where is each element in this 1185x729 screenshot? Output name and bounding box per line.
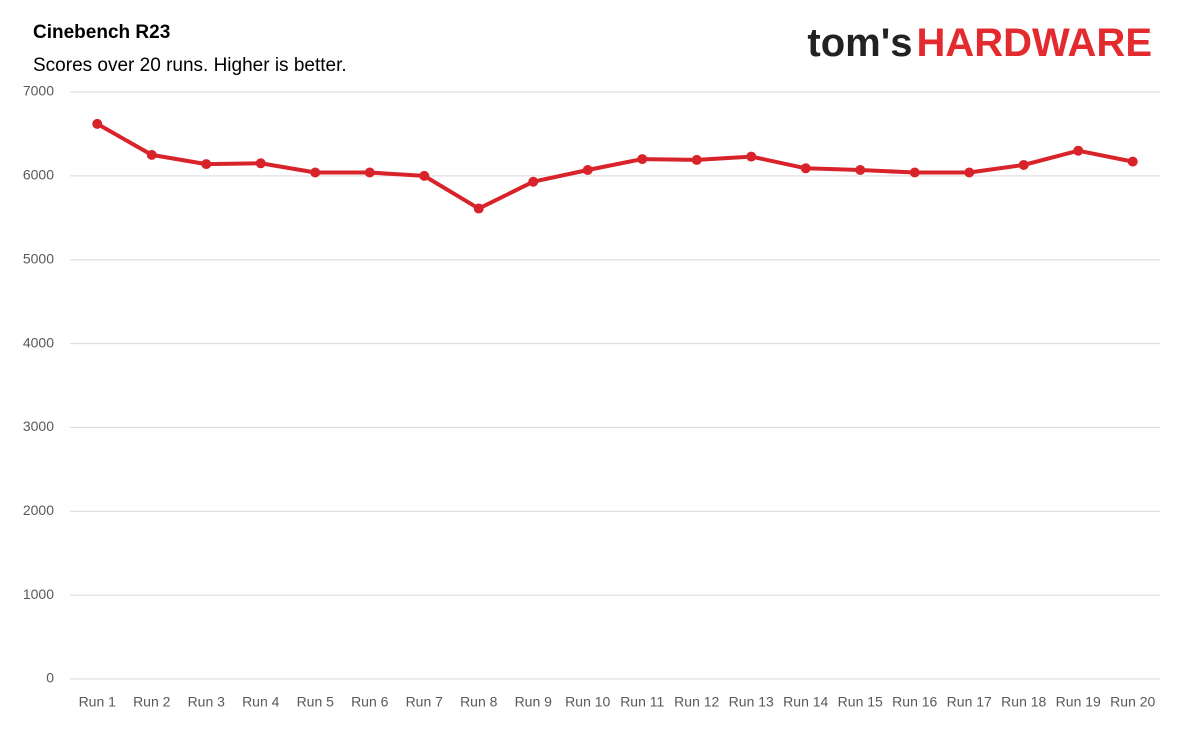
x-tick-label: Run 14 (783, 694, 828, 710)
logo: tom's HARDWARE (807, 21, 1152, 65)
y-tick-label: 3000 (23, 418, 54, 434)
y-tick-label: 4000 (23, 334, 54, 350)
x-tick-label: Run 15 (838, 694, 883, 710)
x-tick-label: Run 4 (242, 694, 280, 710)
y-tick-label: 5000 (23, 250, 54, 266)
x-tick-label: Run 6 (351, 694, 389, 710)
x-tick-label: Run 8 (460, 694, 498, 710)
series-line (96, 122, 1134, 211)
data-point (528, 176, 539, 187)
chart-subtitle: Scores over 20 runs. Higher is better. (33, 55, 347, 76)
x-tick-label: Run 18 (1001, 694, 1046, 710)
x-tick-label: Run 9 (515, 694, 553, 710)
data-point (1073, 145, 1084, 156)
data-point (964, 167, 975, 178)
x-tick-label: Run 16 (892, 694, 937, 710)
x-tick-label: Run 7 (406, 694, 444, 710)
x-tick-label: Run 12 (674, 694, 719, 710)
data-point (800, 163, 811, 174)
data-point (582, 164, 593, 175)
data-point (855, 164, 866, 175)
logo-brand: HARDWARE (916, 21, 1152, 65)
data-point (146, 149, 157, 160)
data-point (1018, 159, 1029, 170)
data-point (419, 170, 430, 181)
x-tick-label: Run 11 (620, 694, 664, 710)
data-point (473, 203, 484, 214)
data-point (1127, 156, 1138, 167)
y-tick-label: 7000 (23, 83, 54, 99)
y-tick-label: 0 (46, 670, 54, 686)
data-point (364, 167, 375, 178)
x-tick-label: Run 19 (1056, 694, 1101, 710)
x-tick-label: Run 10 (565, 694, 610, 710)
y-tick-label: 1000 (23, 586, 54, 602)
data-point (255, 158, 266, 169)
x-tick-label: Run 13 (729, 694, 774, 710)
data-point (637, 154, 648, 165)
chart-title: Cinebench R23 (33, 22, 170, 43)
x-tick-label: Run 20 (1110, 694, 1155, 710)
x-tick-label: Run 1 (79, 694, 117, 710)
logo-prefix: tom's (807, 21, 912, 65)
x-tick-label: Run 2 (133, 694, 171, 710)
data-point (201, 159, 212, 170)
data-point (691, 154, 702, 165)
y-tick-label: 6000 (23, 167, 54, 183)
x-tick-label: Run 3 (188, 694, 226, 710)
data-point (92, 118, 103, 129)
data-point (310, 167, 321, 178)
data-point (746, 151, 757, 162)
x-tick-label: Run 5 (297, 694, 335, 710)
data-point (909, 167, 920, 178)
y-tick-label: 2000 (23, 502, 54, 518)
x-tick-label: Run 17 (947, 694, 992, 710)
